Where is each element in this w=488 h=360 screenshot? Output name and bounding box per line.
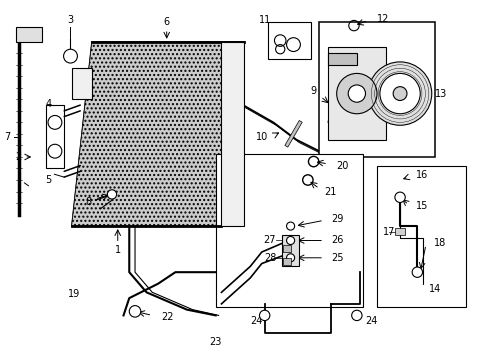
Circle shape [48, 116, 61, 129]
Bar [46, 105, 64, 168]
Text: 19: 19 [68, 289, 81, 299]
Circle shape [379, 73, 419, 114]
Circle shape [394, 192, 405, 202]
Bar [283, 245, 290, 252]
Circle shape [107, 190, 116, 199]
Text: 28: 28 [263, 253, 276, 263]
Text: 11: 11 [258, 15, 270, 26]
Circle shape [351, 310, 361, 321]
Text: 5: 5 [45, 175, 52, 185]
Text: 24: 24 [365, 316, 377, 326]
Circle shape [347, 85, 365, 102]
Circle shape [336, 73, 376, 114]
Text: 14: 14 [427, 284, 440, 294]
Bar [16, 27, 41, 42]
Circle shape [286, 222, 294, 230]
Text: 17: 17 [382, 227, 394, 237]
Text: 13: 13 [434, 89, 446, 99]
Circle shape [129, 306, 141, 317]
Bar [282, 235, 299, 266]
Text: 23: 23 [209, 337, 222, 347]
Bar [267, 22, 310, 59]
Bar [395, 228, 404, 235]
Text: 8: 8 [86, 197, 92, 207]
Bar [319, 22, 434, 157]
Circle shape [286, 254, 294, 262]
Bar [72, 68, 92, 99]
Circle shape [259, 310, 269, 321]
Circle shape [367, 62, 431, 125]
Bar [221, 42, 244, 226]
Text: 7: 7 [4, 132, 10, 142]
Circle shape [411, 267, 422, 277]
Bar [284, 121, 302, 147]
Text: 9: 9 [310, 86, 316, 96]
Text: 3: 3 [67, 15, 73, 25]
Polygon shape [72, 42, 244, 226]
Text: 4: 4 [45, 99, 52, 109]
Circle shape [48, 144, 61, 158]
Text: 20: 20 [336, 161, 348, 171]
Circle shape [63, 49, 77, 63]
Text: 2: 2 [16, 152, 22, 162]
Text: 27: 27 [263, 235, 276, 246]
Text: 21: 21 [324, 186, 336, 197]
Text: 22: 22 [161, 312, 173, 322]
Text: 25: 25 [330, 253, 343, 263]
Text: 16: 16 [415, 170, 427, 180]
Bar [327, 53, 356, 65]
Circle shape [392, 87, 406, 100]
Text: 15: 15 [415, 201, 427, 211]
Text: 24: 24 [249, 316, 262, 326]
Text: 12: 12 [376, 14, 388, 24]
Text: 1: 1 [115, 245, 121, 255]
Bar [215, 154, 362, 307]
Bar [283, 258, 290, 265]
Text: 10: 10 [256, 132, 268, 142]
Bar [327, 48, 385, 140]
Bar [376, 166, 466, 307]
Text: 18: 18 [432, 238, 445, 248]
Polygon shape [72, 42, 244, 226]
Circle shape [286, 237, 294, 244]
Text: 29: 29 [330, 214, 343, 224]
Text: 6: 6 [163, 17, 169, 27]
Text: 26: 26 [330, 235, 343, 246]
